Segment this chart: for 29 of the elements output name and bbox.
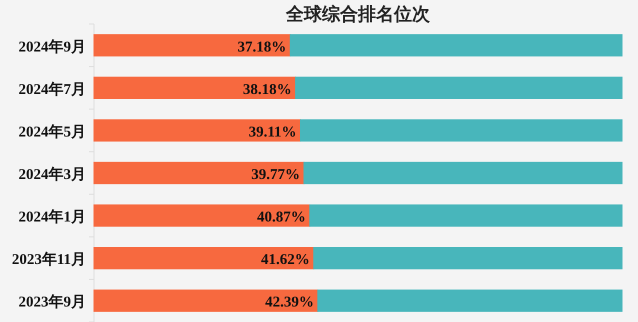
bar — [295, 76, 622, 99]
bar — [309, 204, 622, 227]
data-label: 41.62% — [261, 252, 310, 268]
bar — [94, 34, 291, 56]
y-tick-label: 2024年7月 — [18, 80, 86, 98]
y-tick-label: 2024年3月 — [18, 166, 86, 183]
y-tick-label: 2023年11月 — [12, 251, 86, 268]
y-tick-label: 2024年5月 — [18, 123, 86, 140]
bar — [290, 34, 622, 56]
bar — [94, 162, 304, 184]
bar — [94, 290, 318, 312]
data-label: 39.77% — [251, 167, 300, 183]
data-label: 42.39% — [265, 294, 314, 311]
bar — [317, 290, 622, 312]
y-tick-label: 2023年9月 — [18, 294, 86, 311]
data-label: 39.11% — [248, 124, 296, 140]
chart-title: 全球综合排名位次 — [285, 4, 431, 24]
bar — [94, 119, 301, 142]
y-tick-label: 2024年9月 — [18, 38, 86, 56]
data-label: 40.87% — [257, 210, 306, 226]
bar — [94, 204, 310, 227]
data-label: 38.18% — [242, 82, 292, 98]
y-tick-label: 2024年1月 — [18, 208, 86, 226]
bar — [94, 247, 314, 270]
bar — [300, 119, 622, 142]
data-label: 37.18% — [238, 39, 286, 56]
bar — [313, 247, 622, 270]
bar — [303, 162, 622, 184]
bar — [94, 76, 296, 99]
